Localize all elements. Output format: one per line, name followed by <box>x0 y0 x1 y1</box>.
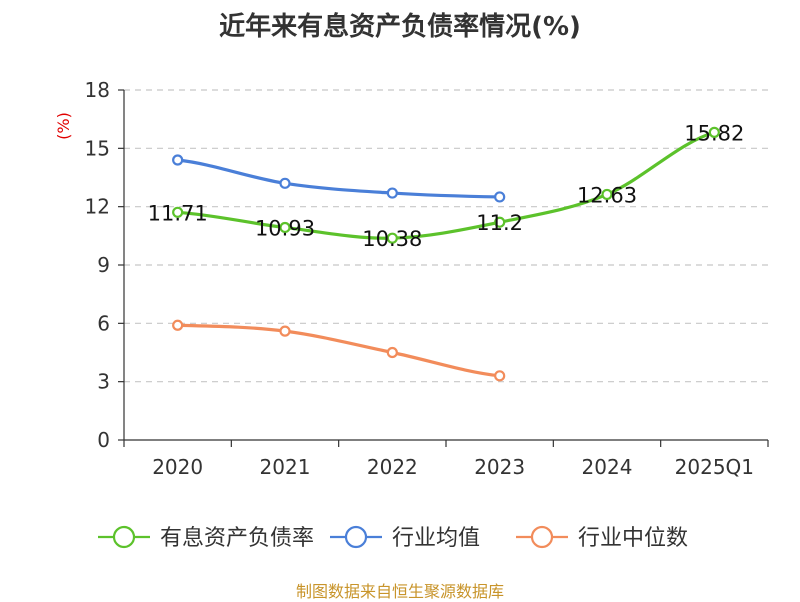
y-tick-label: 0 <box>97 428 110 452</box>
data-point <box>172 154 184 166</box>
legend-label: 行业均值 <box>392 526 480 551</box>
y-tick-label: 12 <box>85 195 110 219</box>
data-label: 10.38 <box>362 227 422 251</box>
legend-marker <box>344 525 368 549</box>
data-label-layer: 11.71 10.93 10.38 11.2 12.63 15.82 <box>148 121 745 251</box>
data-point <box>494 216 506 228</box>
data-point <box>386 232 398 244</box>
y-tick-label: 18 <box>85 78 110 102</box>
data-label: 10.93 <box>255 216 315 240</box>
y-tick-label: 9 <box>97 253 110 277</box>
x-tick-label: 2022 <box>367 455 418 479</box>
series-line <box>176 130 716 240</box>
grid-layer <box>124 89 768 383</box>
legend-marker <box>530 525 554 549</box>
source-note: 制图数据来自恒生聚源数据库 <box>295 582 504 601</box>
series-line <box>176 323 502 378</box>
data-point <box>279 325 291 337</box>
data-point <box>494 370 506 382</box>
x-tick-label: 2023 <box>474 455 525 479</box>
legend-item: 有息资产负债率 <box>98 525 314 551</box>
y-axis-title: (%) <box>54 112 73 140</box>
y-tick-label: 3 <box>97 370 110 394</box>
legend-marker <box>112 525 136 549</box>
y-tick-label: 15 <box>85 136 110 160</box>
data-label: 15.82 <box>684 121 744 145</box>
data-point <box>172 206 184 218</box>
x-tick-label: 2025Q1 <box>675 455 754 479</box>
data-point <box>708 126 720 138</box>
data-point <box>386 187 398 199</box>
x-tick-label: 2021 <box>260 455 311 479</box>
legend-label: 有息资产负债率 <box>160 526 314 551</box>
y-tick-label: 6 <box>97 311 110 335</box>
data-label: 11.2 <box>476 211 523 235</box>
data-label: 11.71 <box>148 201 208 225</box>
data-label: 12.63 <box>577 183 637 207</box>
legend-item: 行业中位数 <box>516 525 688 551</box>
chart-title: 近年来有息资产负债率情况(%) <box>219 12 581 42</box>
series-line <box>176 158 502 199</box>
data-point <box>601 188 613 201</box>
data-point <box>386 346 398 359</box>
series-layer <box>172 126 720 382</box>
x-tick-label: 2024 <box>582 455 633 479</box>
legend: 有息资产负债率 行业均值 行业中位数 <box>98 525 688 551</box>
x-tick-label: 2020 <box>152 455 203 479</box>
axis-layer: 0 3 6 9 12 15 18 (%) 2020 2021 2022 2023 2024 2025Q1 <box>54 78 769 479</box>
data-point <box>494 191 506 203</box>
data-point <box>279 177 291 189</box>
legend-item: 行业均值 <box>330 525 480 551</box>
data-point <box>279 221 291 234</box>
data-point <box>172 319 184 331</box>
legend-label: 行业中位数 <box>578 526 688 551</box>
